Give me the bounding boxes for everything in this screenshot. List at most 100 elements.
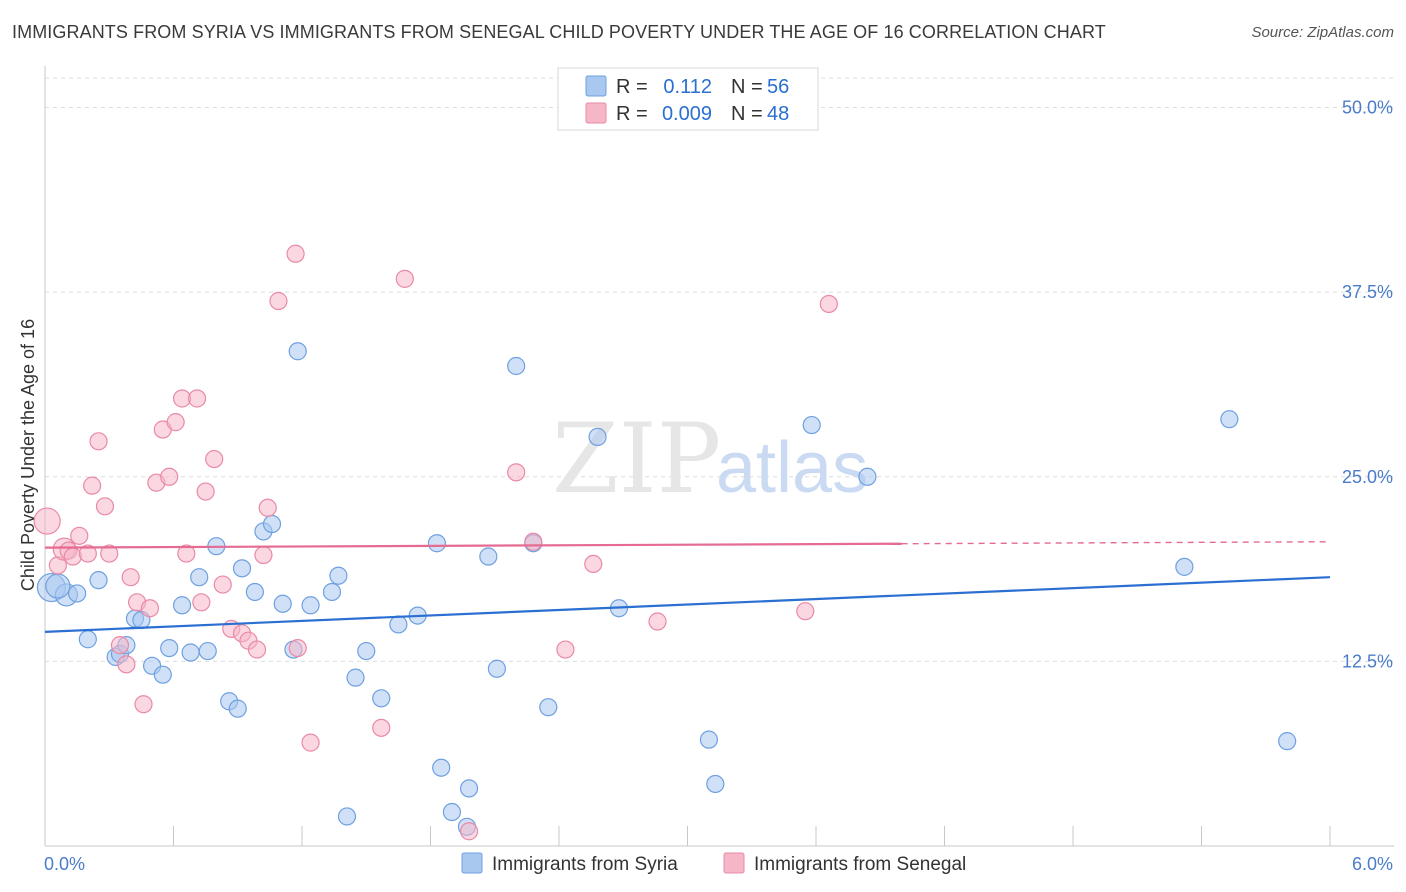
senegal-point-44 xyxy=(584,554,603,574)
syria-point-33 xyxy=(389,615,408,634)
x-tick-label-1: 6.0% xyxy=(1352,854,1393,874)
senegal-point-24 xyxy=(192,593,211,612)
senegal-point-8 xyxy=(89,432,108,451)
syria-point-14 xyxy=(190,568,209,587)
senegal-point-7 xyxy=(83,476,102,495)
syria-point-53 xyxy=(1278,732,1297,751)
legend-n-value-syria: 56 xyxy=(767,76,789,98)
senegal-point-20 xyxy=(166,413,185,432)
syria-point-28 xyxy=(329,566,348,585)
syria-point-19 xyxy=(232,559,252,578)
senegal-point-23 xyxy=(187,389,207,408)
senegal-point-26 xyxy=(205,449,224,469)
syria-point-40 xyxy=(479,547,498,566)
senegal-point-37 xyxy=(301,733,320,752)
legend-n-label-syria: N = xyxy=(731,76,763,98)
senegal-point-15 xyxy=(134,695,153,714)
syria-point-41 xyxy=(487,659,506,678)
syria-point-49 xyxy=(802,415,821,435)
syria-trend-line xyxy=(44,576,1331,633)
bottom-legend-label-syria: Immigrants from Syria xyxy=(492,854,678,875)
syria-point-23 xyxy=(273,594,292,613)
senegal-point-45 xyxy=(648,612,667,631)
senegal-point-33 xyxy=(258,498,277,517)
senegal-point-0 xyxy=(33,507,61,535)
legend-swatch-senegal xyxy=(585,102,607,124)
senegal-point-40 xyxy=(459,822,479,841)
senegal-point-35 xyxy=(286,244,305,263)
y-axis-label: Child Poverty Under the Age of 16 xyxy=(18,319,38,591)
senegal-point-36 xyxy=(288,638,307,658)
senegal-point-31 xyxy=(247,640,267,659)
data-points xyxy=(33,244,1297,841)
source-credit: Source: ZipAtlas.com xyxy=(1251,24,1394,41)
legend-n-value-senegal: 48 xyxy=(767,103,789,125)
syria-point-37 xyxy=(442,802,462,822)
syria-point-31 xyxy=(357,641,376,661)
senegal-point-12 xyxy=(117,655,136,674)
legend-r-value-syria: 0.112 xyxy=(663,76,712,98)
senegal-point-39 xyxy=(395,269,414,288)
senegal-point-5 xyxy=(70,526,89,545)
senegal-point-32 xyxy=(254,545,273,565)
syria-point-47 xyxy=(699,730,719,749)
senegal-point-38 xyxy=(372,718,391,737)
syria-point-44 xyxy=(539,698,558,717)
senegal-point-4 xyxy=(63,547,82,566)
senegal-point-16 xyxy=(140,599,160,618)
legend-n-label-senegal: N = xyxy=(731,103,763,125)
tick-labels: 12.5% 25.0% 37.5% 50.0% 0.0% 6.0% xyxy=(44,98,1393,874)
watermark-atlas: atlas xyxy=(716,428,868,508)
syria-point-18 xyxy=(228,699,247,718)
y-tick-label-2: 37.5% xyxy=(1342,282,1393,302)
senegal-trend-line-dashed xyxy=(901,541,1331,545)
senegal-point-13 xyxy=(121,568,140,587)
senegal-point-47 xyxy=(819,294,838,314)
legend-r-label-syria: R = xyxy=(616,76,648,98)
senegal-point-34 xyxy=(269,291,288,311)
axes xyxy=(44,66,1394,847)
syria-point-39 xyxy=(459,779,479,798)
watermark-zip: ZIP xyxy=(552,403,721,515)
syria-point-2 xyxy=(89,571,108,590)
syria-point-42 xyxy=(507,356,526,376)
senegal-point-43 xyxy=(556,640,575,659)
syria-point-22 xyxy=(262,514,282,534)
bottom-legend: Immigrants from Syria Immigrants from Se… xyxy=(461,852,966,875)
senegal-point-27 xyxy=(213,575,232,594)
legend-r-value-senegal: 0.009 xyxy=(662,103,712,125)
watermark: ZIP atlas xyxy=(552,403,868,515)
syria-point-12 xyxy=(172,596,192,615)
y-tick-label-3: 50.0% xyxy=(1342,98,1393,118)
syria-point-35 xyxy=(427,534,447,553)
senegal-point-19 xyxy=(160,467,179,486)
senegal-point-11 xyxy=(110,636,130,655)
senegal-point-41 xyxy=(507,463,526,482)
syria-point-45 xyxy=(588,427,607,446)
legend-swatch-syria xyxy=(585,75,607,97)
syria-point-29 xyxy=(337,807,357,826)
y-tick-label-0: 12.5% xyxy=(1342,651,1393,671)
senegal-point-22 xyxy=(177,544,196,563)
syria-point-36 xyxy=(432,758,451,777)
syria-point-11 xyxy=(160,638,179,658)
syria-point-26 xyxy=(301,596,320,615)
syria-point-15 xyxy=(198,641,217,661)
chart-title: IMMIGRANTS FROM SYRIA VS IMMIGRANTS FROM… xyxy=(12,22,1106,42)
bottom-legend-swatch-syria xyxy=(461,852,483,874)
bottom-legend-label-senegal: Immigrants from Senegal xyxy=(754,854,966,875)
syria-point-30 xyxy=(346,668,365,687)
syria-point-54 xyxy=(68,584,87,603)
senegal-point-46 xyxy=(796,602,815,621)
syria-point-51 xyxy=(1175,557,1194,576)
trend-lines xyxy=(44,541,1331,633)
syria-point-48 xyxy=(706,774,725,794)
syria-point-32 xyxy=(372,689,391,708)
syria-point-10 xyxy=(153,665,172,684)
syria-point-13 xyxy=(181,643,200,662)
y-tick-label-1: 25.0% xyxy=(1342,467,1393,487)
senegal-point-9 xyxy=(95,497,115,516)
syria-point-55 xyxy=(45,573,71,599)
syria-point-52 xyxy=(1220,410,1239,429)
